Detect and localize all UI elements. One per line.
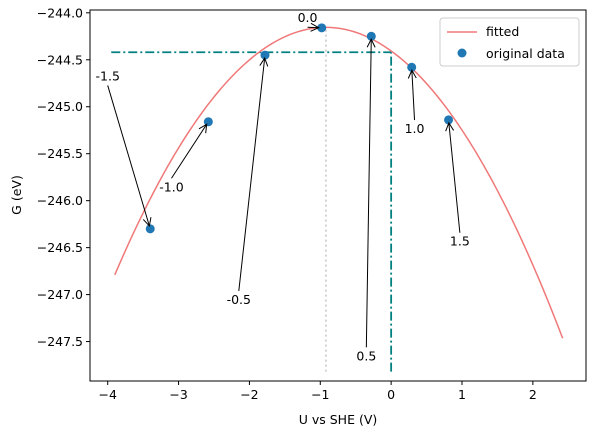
annotation-arrowhead bbox=[310, 22, 320, 32]
reference-lines bbox=[111, 27, 393, 372]
annotation-arrow bbox=[365, 39, 372, 348]
y-axis-label: G (eV) bbox=[9, 175, 24, 215]
annotation-arrow bbox=[238, 58, 266, 292]
plot-area bbox=[90, 10, 586, 381]
data-point bbox=[203, 117, 213, 127]
data-point bbox=[366, 31, 376, 41]
data-point bbox=[444, 115, 454, 125]
annotation-label: 1.0 bbox=[405, 121, 425, 136]
fitted-curve bbox=[114, 26, 564, 339]
y-tick-label: −246.0 bbox=[37, 193, 83, 208]
y-tick-label: −244.0 bbox=[37, 5, 83, 20]
y-tick-label: −245.0 bbox=[37, 99, 83, 114]
x-tick-label: 0 bbox=[387, 387, 395, 402]
annotation-arrow bbox=[448, 122, 461, 233]
annotation-label: -1.5 bbox=[96, 68, 120, 83]
plot-frame bbox=[89, 9, 587, 382]
legend-data-swatch bbox=[457, 48, 467, 58]
x-axis: −4 −3 −2 −1 0 1 2 bbox=[98, 381, 537, 402]
legend-box bbox=[439, 17, 580, 67]
annotation-label: 0.5 bbox=[356, 348, 376, 363]
x-tick-label: 2 bbox=[529, 387, 537, 402]
annotation-arrow bbox=[107, 85, 150, 227]
annotation-arrow bbox=[171, 124, 208, 179]
legend-data-label: original data bbox=[486, 46, 565, 61]
y-axis: −244.0 −244.5 −245.0 −245.5 −246.0 −246.5 −247… bbox=[37, 5, 90, 349]
data-point bbox=[260, 50, 270, 60]
x-tick-label: −3 bbox=[169, 387, 187, 402]
annotation-label: -1.0 bbox=[159, 179, 183, 194]
x-tick-label: −2 bbox=[240, 387, 258, 402]
annotations-layer: -1.5 -1.0 -0.5 0.0 0.5 1.0 1.5 bbox=[96, 10, 470, 363]
data-point bbox=[317, 23, 327, 33]
legend: fitted original data bbox=[439, 17, 580, 67]
annotation-arrowhead bbox=[445, 121, 455, 132]
fitted-curve-layer bbox=[114, 26, 564, 339]
annotation-label: 1.5 bbox=[450, 234, 470, 249]
annotation-arrow bbox=[411, 70, 416, 121]
data-points-layer bbox=[145, 23, 454, 234]
annotation-arrowhead bbox=[198, 123, 208, 134]
data-point bbox=[145, 224, 155, 234]
y-tick-label: −245.5 bbox=[37, 146, 83, 161]
legend-fitted-label: fitted bbox=[486, 24, 519, 39]
x-axis-label: U vs SHE (V) bbox=[299, 412, 378, 427]
annotation-arrowhead bbox=[366, 38, 376, 48]
x-tick-label: 1 bbox=[458, 387, 466, 402]
annotation-label: 0.0 bbox=[298, 10, 318, 25]
y-tick-label: −247.0 bbox=[37, 287, 83, 302]
y-tick-label: −247.5 bbox=[37, 334, 83, 349]
x-tick-label: −1 bbox=[311, 387, 329, 402]
data-point bbox=[407, 62, 417, 72]
y-tick-label: −244.5 bbox=[37, 52, 83, 67]
y-tick-label: −246.5 bbox=[37, 240, 83, 255]
annotation-arrowhead bbox=[259, 56, 269, 67]
x-tick-label: −4 bbox=[98, 387, 116, 402]
annotation-label: -0.5 bbox=[227, 292, 251, 307]
annotation-arrow bbox=[307, 26, 319, 29]
annotation-arrowhead bbox=[142, 217, 152, 228]
annotation-arrowhead bbox=[407, 69, 417, 79]
